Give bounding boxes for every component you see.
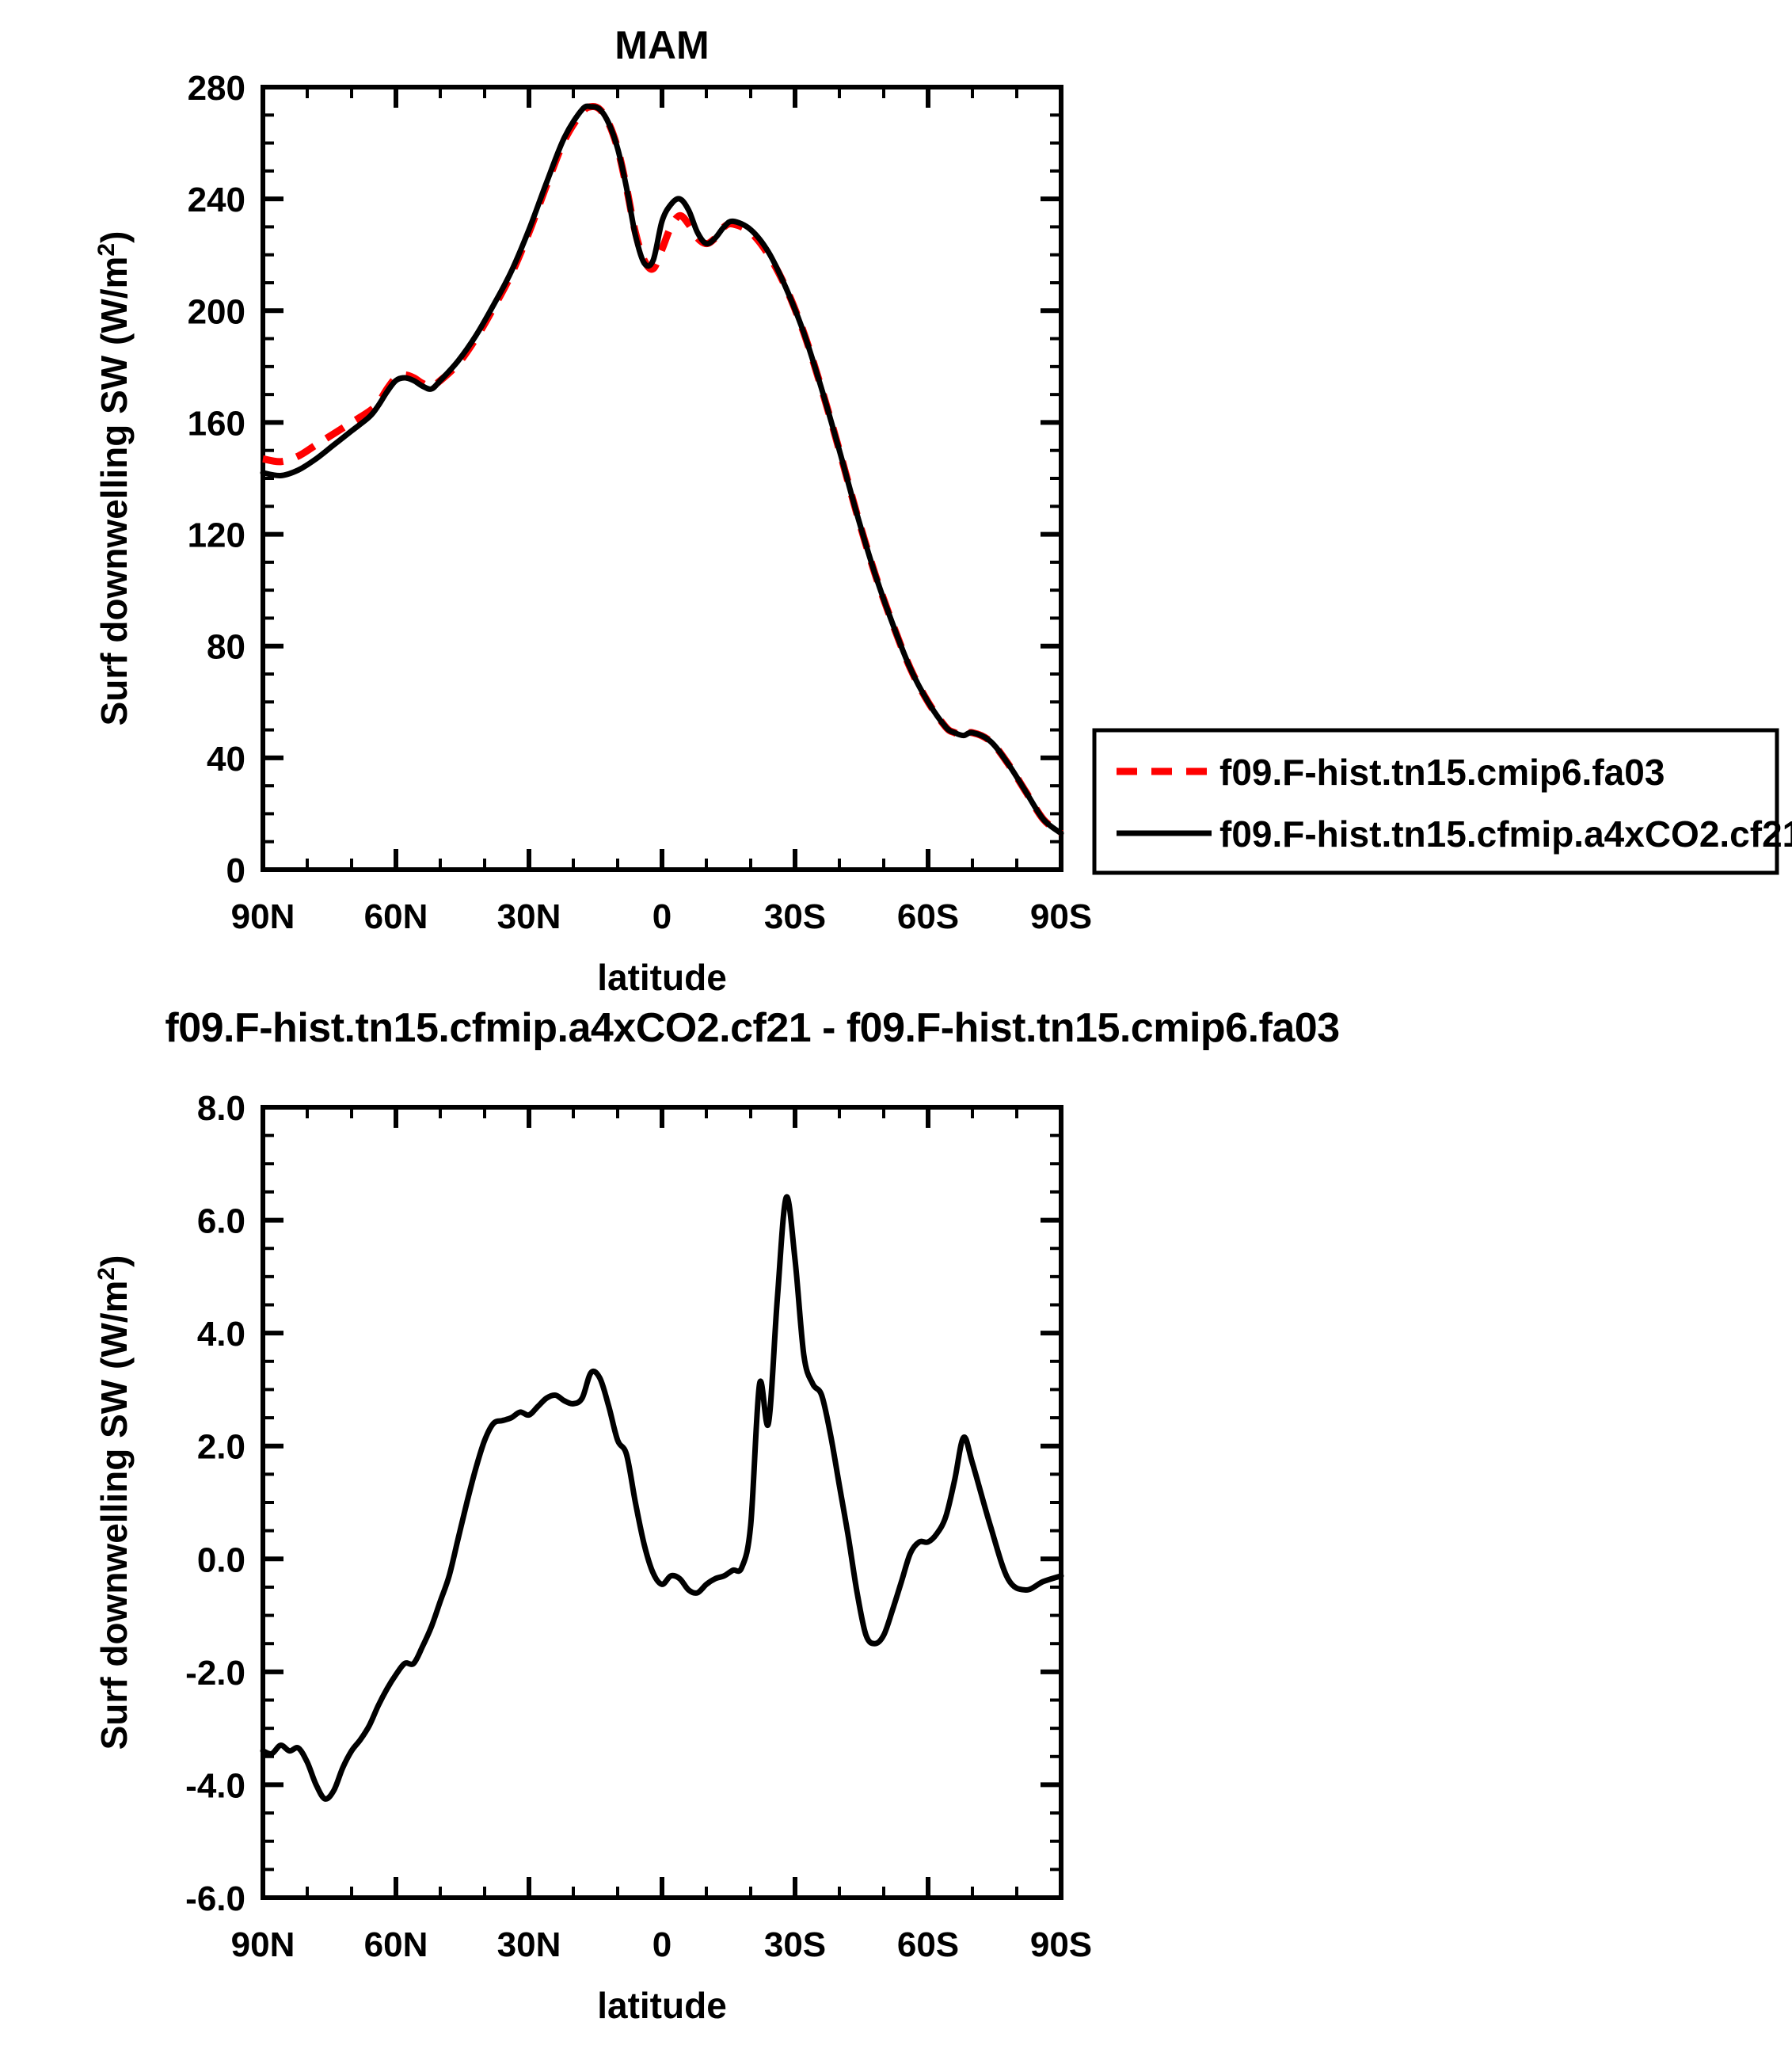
- legend-box: [1092, 728, 1779, 875]
- x-tick-label: 90S: [1030, 1925, 1092, 1964]
- bottom-chart-panel: -6.0 -4.0 -2.0 0.0 2.0 4.0 6.0 8.0 90N 60N 30N 0 30S…: [0, 1069, 1792, 2045]
- legend-label-1: f09.F-hist.tn15.cmip6.fa03: [1219, 752, 1665, 793]
- y-axis-title-text: Surf downwelling SW (W/m2): [93, 1255, 135, 1750]
- y-tick-label: 40: [207, 740, 245, 779]
- y-tick-label: 4.0: [197, 1315, 245, 1354]
- difference-title-container: f09.F-hist.tn15.cfmip.a4xCO2.cf21 - f09.…: [0, 1004, 1505, 1060]
- series-solid: [260, 103, 1064, 836]
- x-tick-label: 0: [653, 897, 672, 936]
- y-tick-label: 280: [188, 69, 245, 108]
- x-tick-label: 60N: [364, 897, 428, 936]
- y-tick-label: -6.0: [185, 1879, 245, 1918]
- y-axis-title: Surf downwelling SW (W/m2): [93, 1255, 135, 1750]
- top-chart-panel: 0 40 80 120 160 200 240 280 90N 60N 30N 0 30S 60S 90S M…: [0, 0, 1792, 1010]
- y-tick-label: 2.0: [197, 1428, 245, 1467]
- x-tick-label: 60N: [364, 1925, 428, 1964]
- y-tick-label: 120: [188, 516, 245, 555]
- x-axis-title: latitude: [597, 1985, 727, 2026]
- x-tick-label: 0: [653, 1925, 672, 1964]
- top-chart-svg: 0 40 80 120 160 200 240 280 90N 60N 30N 0 30S 60S 90S M…: [93, 23, 1792, 998]
- x-tick-label: 60S: [897, 1925, 959, 1964]
- x-tick-label: 60S: [897, 897, 959, 936]
- x-axis-title: latitude: [597, 957, 727, 998]
- y-tick-label: 200: [188, 292, 245, 331]
- plot-frame: [261, 85, 1063, 872]
- y-tick-label: 0.0: [197, 1540, 245, 1579]
- y-axis-title: Surf downwelling SW (W/m2): [93, 231, 135, 726]
- x-tick-label: 30N: [497, 897, 561, 936]
- series-solid: [260, 1194, 1064, 1802]
- y-tick-label: 0: [226, 851, 245, 890]
- x-tick-label: 30S: [764, 1925, 826, 1964]
- x-tick-label: 90N: [231, 897, 295, 936]
- x-tick-label: 30S: [764, 897, 826, 936]
- x-tick-label: 30N: [497, 1925, 561, 1964]
- y-tick-label: 8.0: [197, 1089, 245, 1128]
- y-axis-title-text: Surf downwelling SW (W/m2): [93, 231, 135, 726]
- plot-frame: [261, 1105, 1063, 1900]
- chart-title: MAM: [614, 23, 709, 67]
- x-tick-label: 90S: [1030, 897, 1092, 936]
- x-tick-label: 90N: [231, 1925, 295, 1964]
- y-tick-label: 240: [188, 181, 245, 219]
- y-tick-label: -4.0: [185, 1766, 245, 1805]
- difference-title: f09.F-hist.tn15.cfmip.a4xCO2.cf21 - f09.…: [165, 1005, 1340, 1051]
- y-tick-label: 6.0: [197, 1202, 245, 1241]
- y-tick-label: 80: [207, 628, 245, 667]
- y-tick-label: -2.0: [185, 1654, 245, 1693]
- legend-label-2: f09.F-hist.tn15.cfmip.a4xCO2.cf21: [1219, 813, 1792, 855]
- bottom-chart-svg: -6.0 -4.0 -2.0 0.0 2.0 4.0 6.0 8.0 90N 60N 30N 0 30S…: [93, 1089, 1092, 2026]
- y-tick-label: 160: [188, 404, 245, 443]
